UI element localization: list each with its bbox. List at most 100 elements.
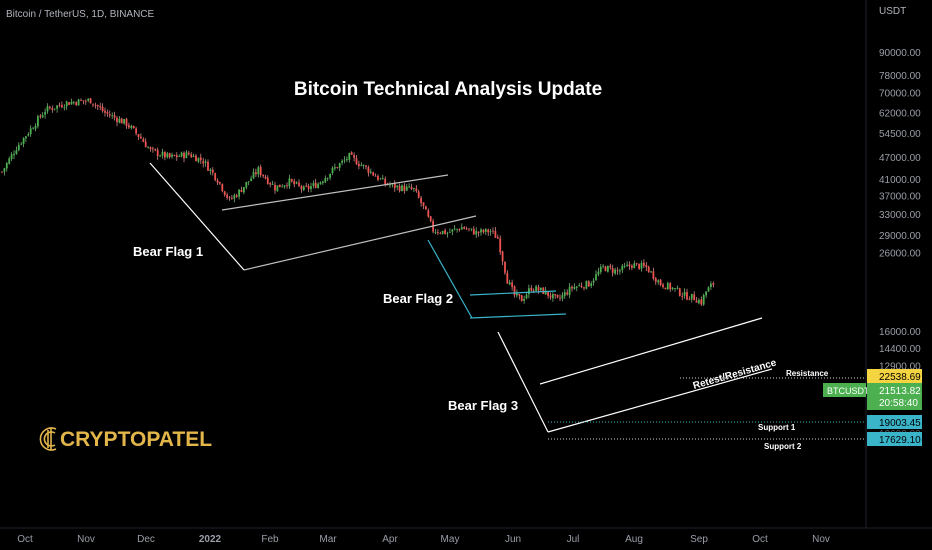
- price-tick-label: 54500.00: [879, 129, 921, 140]
- candle-body: [108, 114, 111, 116]
- candle-body: [156, 149, 159, 156]
- candle-body: [32, 128, 34, 130]
- candle-body: [82, 100, 85, 102]
- candle-body: [549, 295, 552, 298]
- candle-body: [49, 107, 51, 109]
- candle-body: [305, 185, 308, 187]
- candle-body: [51, 108, 54, 110]
- time-tick-label: Aug: [625, 534, 643, 545]
- candle-body: [298, 182, 300, 186]
- candle-body: [77, 99, 80, 106]
- time-tick-label: Apr: [382, 534, 398, 545]
- candle-body: [712, 283, 715, 285]
- candle-body: [690, 293, 693, 300]
- candle-body: [233, 195, 236, 199]
- candle-body: [666, 283, 669, 290]
- candle-body: [216, 180, 219, 183]
- candle-body: [44, 111, 46, 115]
- candle-body: [120, 118, 123, 124]
- candle-body: [269, 183, 272, 185]
- candle-body: [571, 286, 573, 289]
- support1-badge: 19003.45: [867, 415, 922, 429]
- candle-body: [645, 265, 648, 267]
- candle-body: [446, 232, 449, 234]
- candle-body: [566, 292, 569, 295]
- candle-body: [456, 228, 458, 230]
- candle-body: [274, 184, 276, 191]
- candle-body: [413, 188, 415, 189]
- candle-body: [427, 210, 430, 217]
- ticker-badge: BTCUSDT: [823, 383, 870, 397]
- flag3-upper: [539, 317, 763, 385]
- support1-badge-bg: [867, 415, 922, 429]
- candle-body: [405, 186, 408, 191]
- candle-body: [192, 155, 195, 157]
- candle-body: [199, 157, 202, 161]
- candle-body: [140, 136, 142, 139]
- candle-body: [5, 163, 8, 169]
- candle-body: [149, 147, 152, 150]
- candle-body: [346, 159, 348, 160]
- candle-body: [628, 264, 631, 267]
- flag1-pole: [149, 162, 245, 271]
- candle-body: [173, 154, 176, 156]
- ticker-badge-bg: [823, 383, 866, 397]
- time-tick-label: Nov: [812, 534, 830, 545]
- candle-body: [480, 229, 482, 233]
- candle-body: [336, 167, 339, 168]
- candle-body: [3, 168, 6, 172]
- candle-body: [204, 161, 207, 163]
- price-tick-label: 12900.00: [879, 362, 921, 373]
- candle-body: [46, 106, 49, 112]
- flag1-lower: [243, 215, 477, 271]
- candle-body: [552, 294, 554, 299]
- resistance-badge-bg: [867, 369, 922, 383]
- candle-body: [686, 292, 688, 300]
- candle-body: [72, 102, 75, 103]
- candle-body: [22, 137, 25, 144]
- candle-body: [322, 181, 324, 183]
- candle-body: [408, 186, 411, 188]
- candle-body: [544, 290, 547, 295]
- candle-body: [575, 286, 578, 288]
- candle-body: [384, 178, 387, 185]
- candle-body: [494, 230, 497, 238]
- candle-body: [106, 112, 109, 114]
- candle-body: [190, 154, 193, 158]
- candle-body: [643, 262, 645, 266]
- candle-body: [484, 228, 487, 232]
- candle-body: [207, 161, 209, 171]
- annotation-bear-flag-2: Bear Flag 2: [383, 291, 453, 306]
- candle-body: [710, 283, 712, 287]
- candle-body: [635, 263, 638, 264]
- candle-body: [504, 261, 506, 273]
- candle-body: [659, 279, 662, 286]
- candle-body: [307, 186, 310, 189]
- candle-body: [245, 182, 248, 188]
- candle-body: [221, 184, 224, 191]
- candle-body: [276, 185, 279, 192]
- candle-body: [87, 98, 90, 101]
- time-axis-labels: Oct Nov Dec 2022 Feb Mar Apr May Jun Jul Aug Sep Oct…: [17, 534, 830, 545]
- candle-body: [518, 294, 521, 296]
- candle-body: [367, 167, 370, 173]
- candle-body: [475, 231, 478, 235]
- candle-body: [477, 231, 480, 233]
- candle-body: [128, 125, 130, 128]
- flag1-upper: [221, 174, 449, 211]
- candle-body: [286, 185, 288, 187]
- chart-title: Bitcoin Technical Analysis Update: [294, 79, 602, 100]
- candle-body: [587, 281, 590, 287]
- candle-body: [410, 187, 413, 189]
- candle-body: [353, 155, 355, 158]
- candle-body: [583, 287, 585, 289]
- candle-body: [288, 178, 291, 187]
- candle-body: [369, 171, 372, 173]
- candle-body: [707, 287, 710, 292]
- candle-body: [41, 115, 44, 118]
- candle-body: [568, 286, 571, 295]
- candle-body: [621, 265, 624, 271]
- candle-body: [465, 228, 468, 230]
- candle-body: [223, 191, 226, 195]
